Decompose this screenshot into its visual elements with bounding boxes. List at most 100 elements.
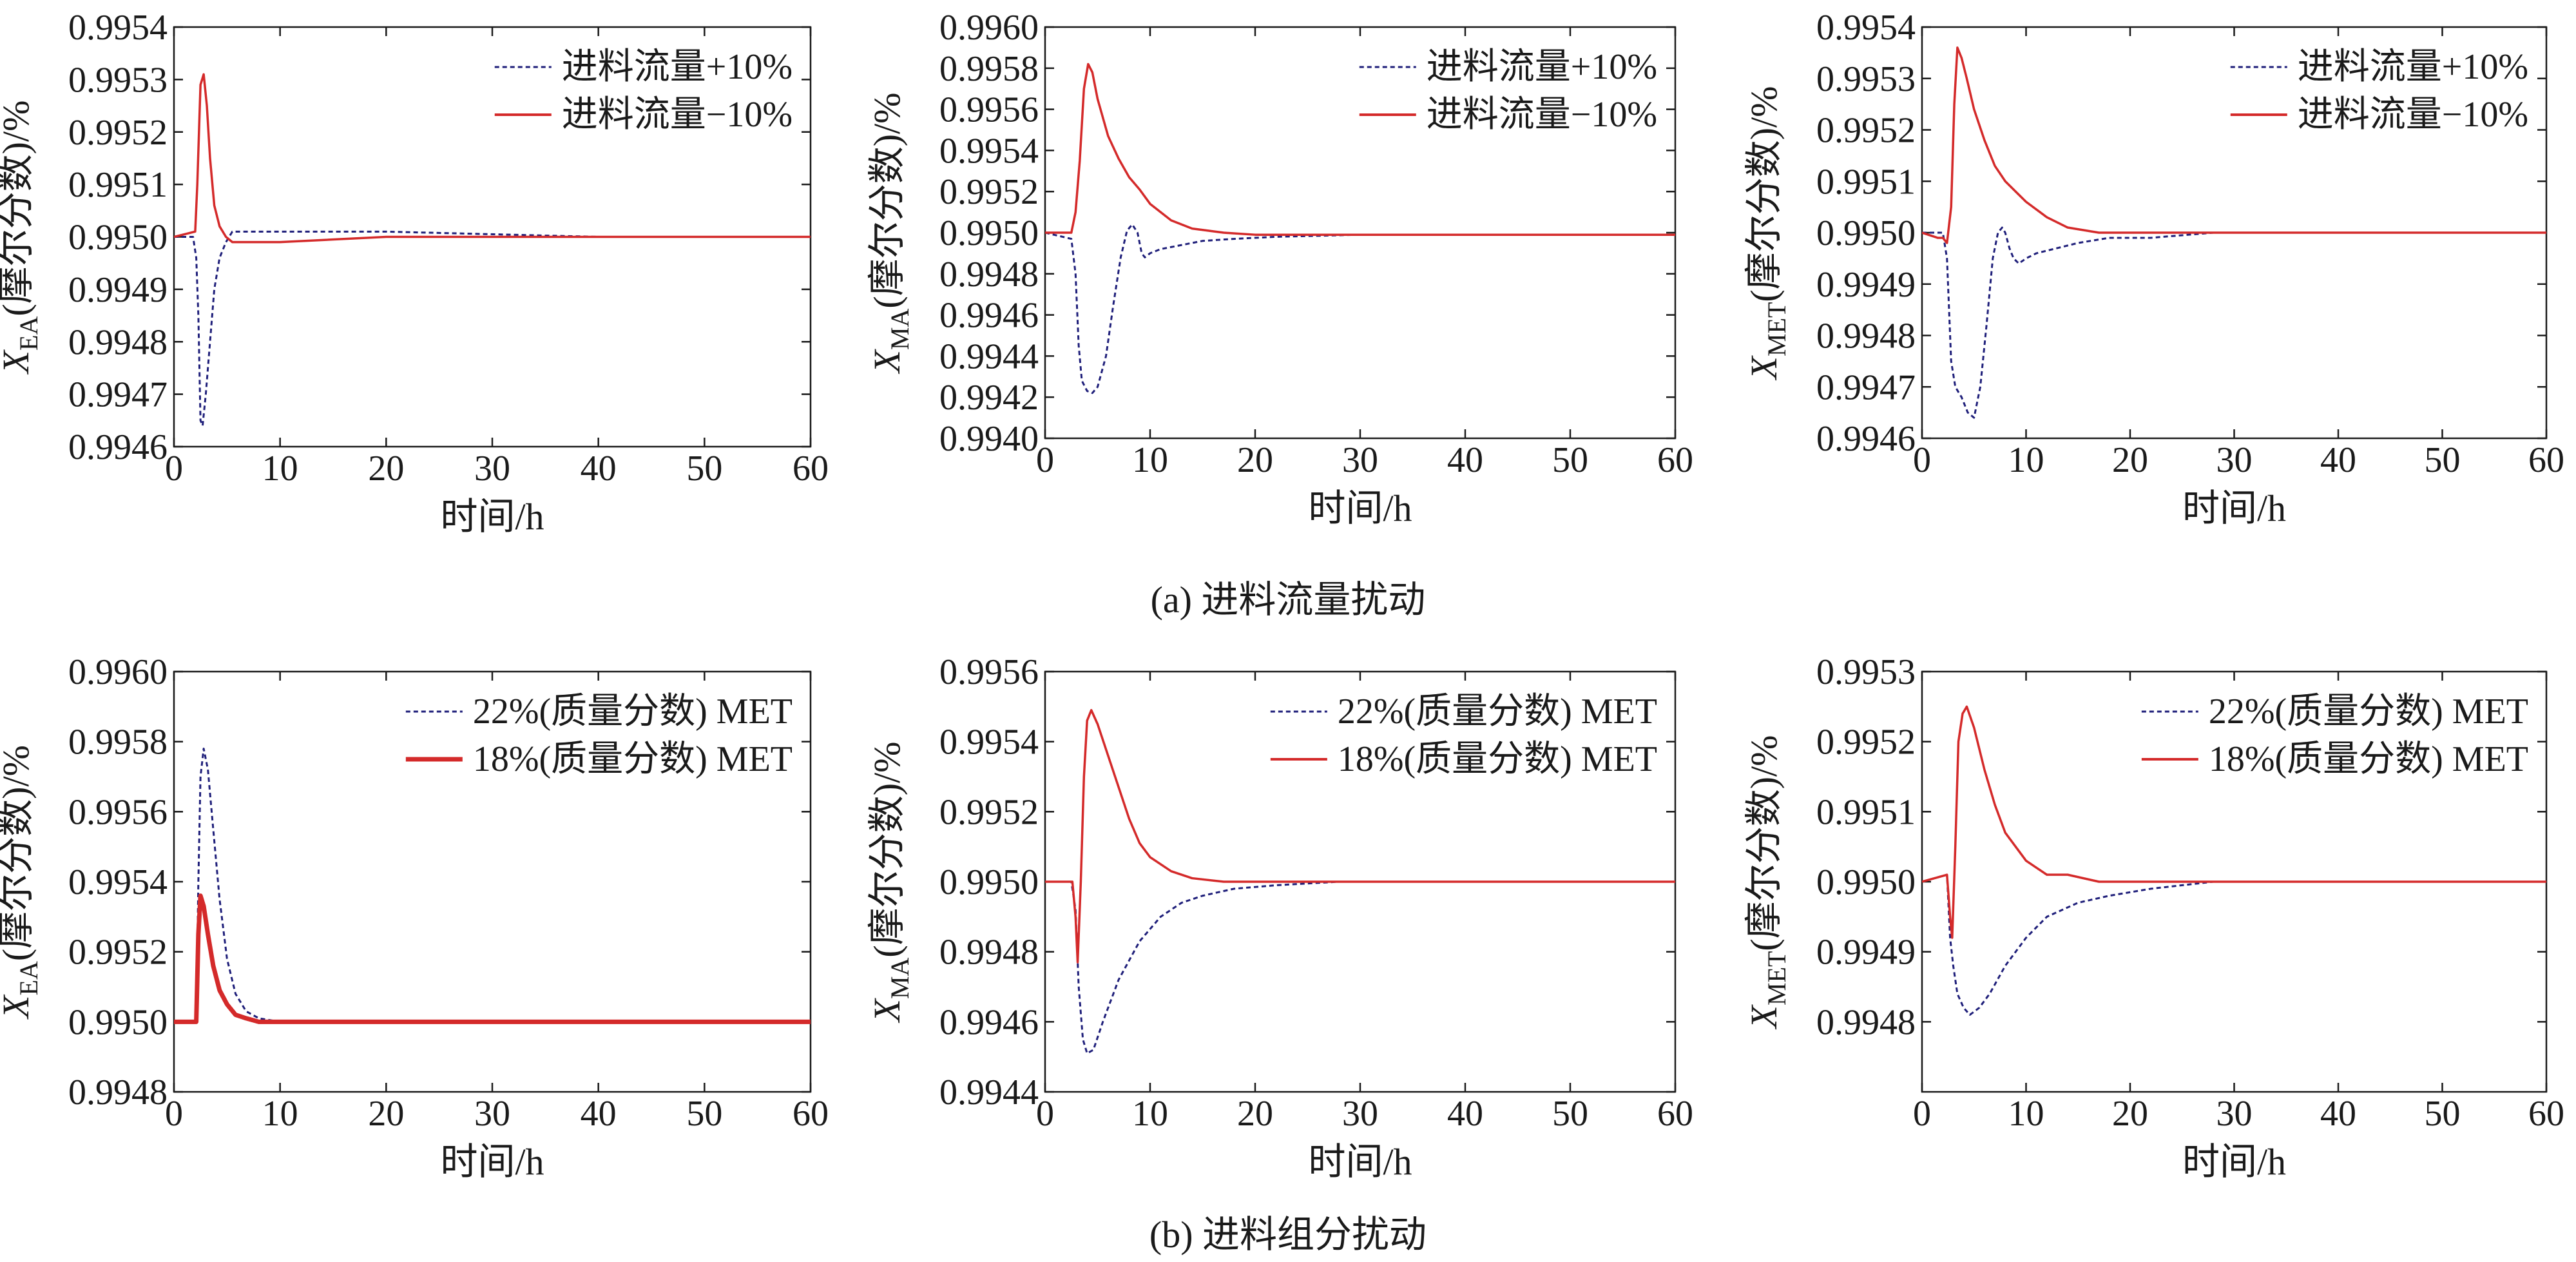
y-axis-label-unit: (摩尔分数)/% <box>1743 735 1785 951</box>
plot-frame <box>1044 26 1677 440</box>
y-tick-label: 0.9953 <box>68 60 168 100</box>
y-axis-label-symbol: X <box>1743 354 1785 380</box>
legend-label: 进料流量−10% <box>562 95 793 135</box>
y-axis-label: XEA(摩尔分数)/% <box>0 745 43 1020</box>
chart-panel-5: 0 10 20 30 40 50 60 0.9944 0.9946 0.9948 0.9950 0.9… <box>866 652 1693 1183</box>
y-tick-label: 0.9950 <box>1816 862 1916 902</box>
series-line-2 <box>1922 705 2546 939</box>
y-tick-label: 0.9954 <box>939 723 1039 762</box>
y-tick-label: 0.9950 <box>68 218 168 258</box>
y-tick-label: 0.9949 <box>68 270 168 310</box>
y-tick-label: 0.9947 <box>1816 367 1916 407</box>
x-tick-label: 50 <box>2425 440 2461 480</box>
y-tick-label: 0.9950 <box>939 213 1039 253</box>
y-axis-label-symbol: X <box>0 994 37 1020</box>
y-axis-label: XEA(摩尔分数)/% <box>0 101 43 375</box>
series-line-1 <box>174 230 811 427</box>
x-tick-label: 30 <box>2216 1094 2253 1134</box>
y-axis-label-subscript: MA <box>885 957 914 999</box>
x-tick-label: 30 <box>474 1094 510 1134</box>
y-tick-label: 0.9952 <box>939 172 1039 212</box>
x-tick-label: 50 <box>1552 1094 1588 1134</box>
y-tick-label: 0.9950 <box>1816 213 1916 253</box>
chart-panel-4: 0 10 20 30 40 50 60 0.9948 0.9950 0.9952 0.9954 0.9… <box>0 652 829 1183</box>
series-line-1 <box>1045 223 1675 394</box>
y-tick-label: 0.9946 <box>939 1002 1039 1042</box>
x-tick-label: 30 <box>1342 440 1378 480</box>
y-axis-label-subscript: MET <box>1762 302 1791 356</box>
legend-label: 进料流量−10% <box>2298 95 2528 135</box>
y-tick-label: 0.9956 <box>939 652 1039 692</box>
y-tick-label: 0.9960 <box>68 652 168 692</box>
y-tick-label: 0.9954 <box>68 8 168 48</box>
x-tick-label: 30 <box>2216 440 2253 480</box>
x-axis-label: 时间/h <box>440 1141 544 1183</box>
x-tick-label: 0 <box>1036 1094 1054 1134</box>
y-tick-label: 0.9948 <box>1816 1002 1916 1042</box>
y-tick-label: 0.9958 <box>68 723 168 762</box>
series-line-2 <box>1045 63 1675 236</box>
legend-label: 进料流量+10% <box>2298 47 2528 87</box>
y-tick-label: 0.9954 <box>1816 8 1916 48</box>
y-axis-label: XMET(摩尔分数)/% <box>1743 735 1791 1030</box>
x-tick-label: 20 <box>1237 440 1273 480</box>
x-tick-label: 20 <box>2112 440 2148 480</box>
x-tick-label: 0 <box>1913 1094 1931 1134</box>
legend-label: 22%(质量分数) MET <box>2209 692 2528 732</box>
y-tick-label: 0.9949 <box>1816 265 1916 305</box>
y-tick-label: 0.9952 <box>939 792 1039 832</box>
series-line-1 <box>1922 873 2546 1016</box>
x-tick-label: 40 <box>581 449 617 489</box>
x-tick-label: 50 <box>686 449 722 489</box>
y-tick-label: 0.9944 <box>939 1073 1039 1112</box>
y-tick-label: 0.9948 <box>1816 316 1916 356</box>
x-tick-label: 40 <box>1447 440 1483 480</box>
y-tick-label: 0.9948 <box>68 322 168 362</box>
legend-label: 进料流量+10% <box>1427 47 1657 87</box>
y-tick-label: 0.9952 <box>68 113 168 153</box>
y-axis-label-symbol: X <box>866 997 908 1023</box>
x-tick-label: 0 <box>165 1094 183 1134</box>
y-axis-label: XMET(摩尔分数)/% <box>1743 86 1791 381</box>
y-tick-label: 0.9952 <box>68 933 168 973</box>
x-tick-label: 20 <box>368 449 404 489</box>
y-axis-label: XMA(摩尔分数)/% <box>866 93 914 374</box>
y-tick-label: 0.9951 <box>1816 792 1916 832</box>
y-axis-label-unit: (摩尔分数)/% <box>866 742 908 958</box>
x-tick-label: 60 <box>793 1094 829 1134</box>
y-tick-label: 0.9950 <box>939 862 1039 902</box>
legend-label: 18%(质量分数) MET <box>2209 739 2528 779</box>
legend-label: 22%(质量分数) MET <box>1338 692 1657 732</box>
y-tick-label: 0.9946 <box>1816 419 1916 459</box>
series-line-2 <box>174 893 811 1024</box>
y-axis-label: XMA(摩尔分数)/% <box>866 742 914 1024</box>
y-tick-label: 0.9940 <box>939 419 1039 459</box>
x-tick-label: 50 <box>1552 440 1588 480</box>
y-tick-label: 0.9944 <box>939 336 1039 376</box>
y-axis-label-unit: (摩尔分数)/% <box>1743 86 1785 302</box>
x-axis-label: 时间/h <box>2182 487 2286 529</box>
y-tick-label: 0.9950 <box>68 1002 168 1042</box>
y-axis-label-symbol: X <box>1743 1004 1785 1029</box>
x-tick-label: 10 <box>262 1094 298 1134</box>
series-line-2 <box>174 73 811 244</box>
y-tick-label: 0.9949 <box>1816 933 1916 973</box>
series-line-1 <box>1922 226 2546 419</box>
y-axis-label-subscript: MET <box>1762 951 1791 1005</box>
x-tick-label: 40 <box>1447 1094 1483 1134</box>
x-tick-label: 0 <box>1036 440 1054 480</box>
x-tick-label: 0 <box>165 449 183 489</box>
series-line-1 <box>174 748 811 1023</box>
chart-panel-2: 0 10 20 30 40 50 600.99400.99420.99440.99460.9… <box>866 8 1693 529</box>
x-axis-label: 时间/h <box>1308 1141 1412 1183</box>
x-tick-label: 10 <box>2008 440 2044 480</box>
x-tick-label: 50 <box>686 1094 722 1134</box>
y-axis-label-subscript: MA <box>885 308 914 350</box>
chart-panel-1: 0 10 20 30 40 50 60 0.9946 0.9947 0.9948 0.9949 0.9… <box>0 8 829 538</box>
y-axis-label-symbol: X <box>866 348 908 374</box>
x-tick-label: 60 <box>2528 1094 2564 1134</box>
y-tick-label: 0.9953 <box>1816 59 1916 99</box>
caption-b: (b) 进料组分扰动 <box>1149 1214 1427 1256</box>
caption-a: (a) 进料流量扰动 <box>1151 579 1426 621</box>
y-tick-label: 0.9958 <box>939 49 1039 89</box>
